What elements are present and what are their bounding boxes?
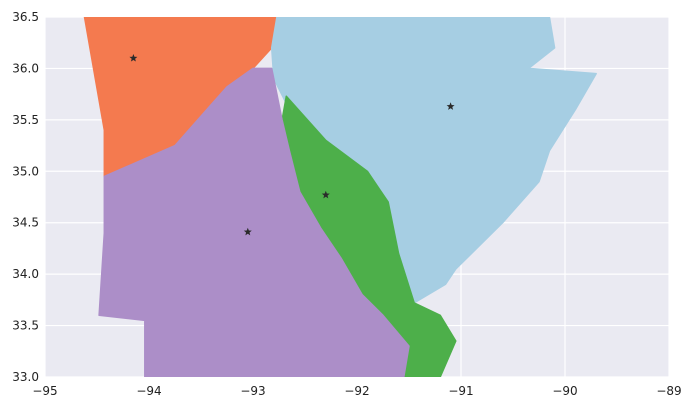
x-axis-ticks: −95 −94 −93 −92 −91 −90 −89	[32, 384, 681, 398]
y-axis-ticks: 33.0 33.5 34.0 34.5 35.0 35.5 36.0 36.5	[12, 10, 39, 384]
centroid-star-northeast	[446, 102, 455, 110]
x-tick-label-5: −90	[552, 384, 577, 398]
y-tick-label-3: 34.5	[12, 216, 39, 230]
y-tick-label-6: 36.0	[12, 61, 39, 75]
centroid-star-northwest	[129, 53, 138, 62]
x-tick-label-4: −91	[448, 384, 473, 398]
centroid-star-central	[321, 190, 330, 199]
centroid-star-southwest	[243, 227, 252, 236]
x-tick-label-0: −95	[32, 384, 57, 398]
x-tick-label-3: −92	[344, 384, 369, 398]
x-tick-label-2: −93	[240, 384, 265, 398]
y-tick-label-4: 35.0	[12, 164, 39, 178]
region-layer	[83, 17, 597, 377]
y-tick-label-5: 35.5	[12, 113, 39, 127]
y-tick-label-1: 33.5	[12, 319, 39, 333]
y-tick-label-7: 36.5	[12, 10, 39, 24]
x-tick-label-1: −94	[136, 384, 161, 398]
y-tick-label-0: 33.0	[12, 370, 39, 384]
y-tick-label-2: 34.0	[12, 267, 39, 281]
region-southwest	[98, 67, 410, 377]
x-tick-label-6: −89	[656, 384, 681, 398]
centroid-markers	[129, 53, 455, 236]
